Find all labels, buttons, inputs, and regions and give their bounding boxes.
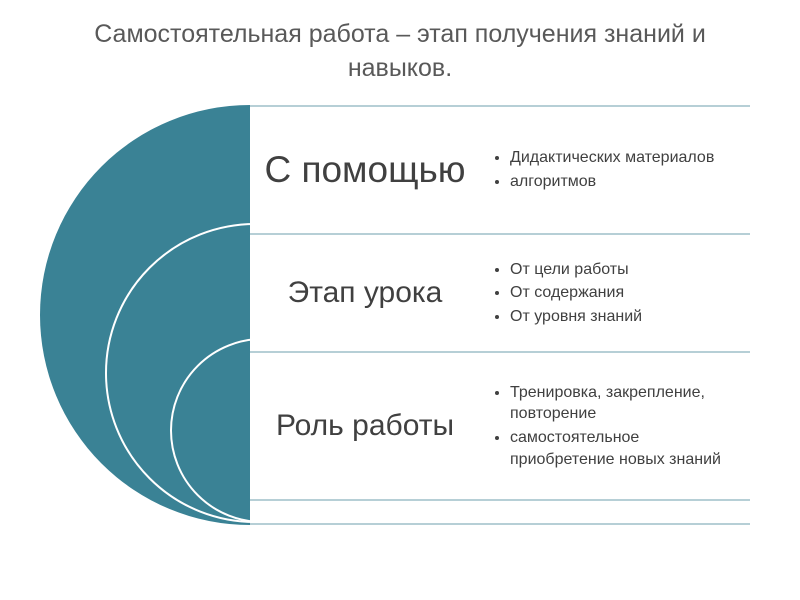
row-2-label: Этап урока (250, 235, 480, 351)
list-item: Дидактических материалов (510, 147, 740, 169)
footer-row (250, 501, 750, 525)
row-3: Роль работы Тренировка, закрепление, пов… (250, 353, 750, 501)
list-item: алгоритмов (510, 171, 740, 193)
list-item: самостоятельное приобретение новых знани… (510, 427, 740, 470)
concentric-diagram: С помощью Дидактических материалов алгор… (70, 105, 730, 545)
row-1-label: С помощью (250, 107, 480, 233)
row-2: Этап урока От цели работы От содержания … (250, 235, 750, 353)
rows-container: С помощью Дидактических материалов алгор… (250, 105, 750, 525)
list-item: Тренировка, закрепление, повторение (510, 382, 740, 425)
list-item: От уровня знаний (510, 306, 740, 328)
row-1-bullets: Дидактических материалов алгоритмов (480, 107, 750, 233)
row-3-bullets: Тренировка, закрепление, повторение само… (480, 353, 750, 499)
row-2-bullets: От цели работы От содержания От уровня з… (480, 235, 750, 351)
row-1: С помощью Дидактических материалов алгор… (250, 105, 750, 235)
slide-title: Самостоятельная работа – этап получения … (0, 0, 800, 98)
row-3-label: Роль работы (250, 353, 480, 499)
list-item: От содержания (510, 282, 740, 304)
list-item: От цели работы (510, 259, 740, 281)
